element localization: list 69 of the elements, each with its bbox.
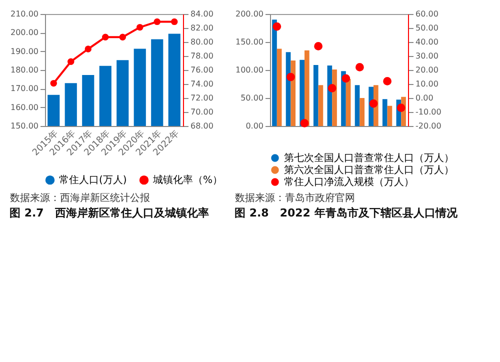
y2-tick-label: 80.00 bbox=[190, 38, 214, 46]
source-note: 数据来源：青岛市政府官网 bbox=[235, 192, 356, 204]
y2-tick-label: 76.00 bbox=[190, 66, 214, 74]
y-tick-label: 0.00 bbox=[246, 122, 264, 130]
point bbox=[383, 77, 392, 86]
y2-tick-label: 74.00 bbox=[190, 80, 214, 88]
point bbox=[136, 24, 144, 31]
legend-label: 第七次全国人口普查常住人口（万人） bbox=[284, 152, 454, 164]
y-tick-label: 150.00 bbox=[236, 38, 264, 46]
y-tick-label: 200.00 bbox=[236, 10, 264, 18]
y2-tick-label: 68.00 bbox=[190, 122, 214, 130]
y2-tick-label: 70.00 bbox=[190, 108, 214, 116]
bar bbox=[276, 48, 282, 126]
y2-tick-label: 40.00 bbox=[416, 38, 438, 46]
y-tick-label: 190.00 bbox=[10, 46, 38, 56]
bar bbox=[318, 85, 324, 126]
y2-tick-label: 50.00 bbox=[416, 24, 438, 32]
y-tick-label: 210.00 bbox=[10, 10, 38, 18]
y2-tick-label: -20.00 bbox=[416, 122, 442, 130]
y-tick-label: 200.00 bbox=[10, 28, 38, 38]
text: 图 2.8 2022 年青岛市及下辖区县人口情况 bbox=[234, 206, 458, 220]
y2-tick-label: 30.00 bbox=[416, 52, 438, 60]
y2-tick-label: 72.00 bbox=[190, 94, 214, 102]
point bbox=[102, 34, 109, 40]
legend-label: 常住人口(万人) bbox=[59, 174, 127, 186]
y2-tick-label: 82.00 bbox=[190, 24, 214, 32]
point bbox=[154, 18, 160, 26]
bar bbox=[360, 98, 365, 126]
point bbox=[272, 22, 282, 31]
y2-tick-label: 20.00 bbox=[416, 66, 438, 74]
bar bbox=[354, 85, 360, 126]
point bbox=[68, 58, 74, 65]
bar bbox=[304, 50, 310, 126]
legend-label: 第六次全国人口普查常住人口（万人） bbox=[284, 164, 454, 176]
source-note: 数据来源：西海岸新区统计公报 bbox=[10, 192, 150, 204]
text: 图 2.7 西海岸新区常住人口及城镇化率 bbox=[10, 206, 209, 220]
y2-tick-label: 84.00 bbox=[190, 10, 214, 18]
point bbox=[396, 104, 406, 112]
point bbox=[369, 99, 378, 108]
point bbox=[171, 18, 178, 26]
y-tick-label: 100.00 bbox=[236, 66, 264, 74]
point bbox=[300, 119, 309, 128]
point bbox=[119, 34, 126, 40]
y2-tick-label: 78.00 bbox=[190, 52, 214, 60]
point bbox=[356, 63, 364, 72]
y-tick-label: 160.00 bbox=[10, 102, 38, 112]
point bbox=[50, 80, 57, 87]
point bbox=[328, 84, 336, 92]
point bbox=[286, 72, 295, 82]
y2-tick-label: -10.00 bbox=[416, 108, 442, 116]
bar bbox=[290, 60, 296, 126]
bar bbox=[272, 20, 277, 126]
y2-tick-label: 60.00 bbox=[416, 10, 438, 18]
point bbox=[84, 46, 92, 52]
y-tick-label: 50.00 bbox=[240, 94, 264, 102]
y-tick-label: 180.00 bbox=[10, 66, 38, 74]
bar bbox=[382, 99, 388, 126]
point bbox=[314, 42, 322, 50]
bar bbox=[387, 106, 392, 126]
y-tick-label: 170.00 bbox=[10, 84, 38, 94]
y-tick-label: 150.00 bbox=[10, 122, 38, 130]
legend-label: 常住人口净流入规模（万人） bbox=[284, 176, 414, 188]
legend-label: 城镇化率（%） bbox=[152, 174, 223, 186]
bar bbox=[300, 60, 304, 126]
bar bbox=[313, 64, 318, 126]
y2-tick-label: 10.00 bbox=[416, 80, 438, 88]
y2-tick-label: 0.00 bbox=[416, 94, 434, 102]
point bbox=[342, 74, 350, 83]
bar bbox=[332, 69, 337, 126]
